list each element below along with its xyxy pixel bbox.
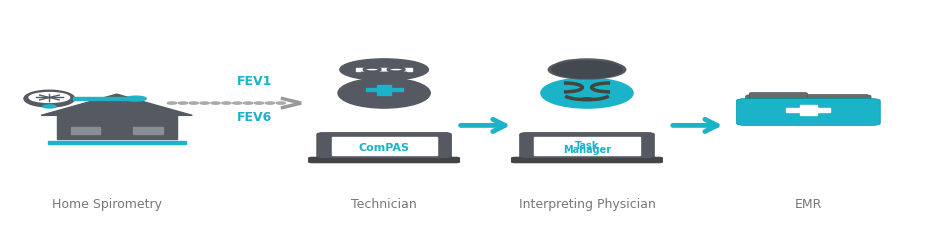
Ellipse shape: [541, 79, 633, 109]
Bar: [133, 128, 163, 135]
Bar: [56, 112, 177, 139]
Text: ComPAS: ComPAS: [359, 142, 410, 152]
Bar: [376, 85, 391, 95]
Polygon shape: [41, 95, 192, 116]
Text: EMR: EMR: [795, 197, 822, 210]
FancyBboxPatch shape: [512, 158, 662, 163]
Circle shape: [167, 103, 177, 105]
Circle shape: [233, 103, 242, 105]
Polygon shape: [361, 73, 407, 77]
Ellipse shape: [338, 79, 430, 109]
FancyBboxPatch shape: [309, 158, 460, 163]
Circle shape: [549, 61, 625, 80]
Circle shape: [254, 103, 264, 105]
Text: Home Spirometry: Home Spirometry: [53, 197, 163, 210]
FancyBboxPatch shape: [520, 133, 654, 159]
Bar: [365, 88, 402, 92]
Circle shape: [189, 103, 198, 105]
Bar: [535, 137, 639, 155]
Bar: [73, 98, 136, 101]
Bar: [800, 105, 817, 116]
Circle shape: [200, 103, 209, 105]
Circle shape: [552, 62, 622, 79]
Bar: [331, 137, 437, 155]
Text: Task: Task: [574, 140, 599, 150]
FancyBboxPatch shape: [316, 133, 451, 159]
Circle shape: [179, 103, 188, 105]
Bar: [523, 156, 651, 159]
Ellipse shape: [555, 60, 619, 74]
Text: Interpreting Physician: Interpreting Physician: [519, 197, 656, 210]
FancyBboxPatch shape: [746, 95, 871, 119]
Text: FEV6: FEV6: [237, 110, 272, 124]
FancyBboxPatch shape: [736, 99, 881, 126]
Bar: [356, 68, 412, 72]
FancyBboxPatch shape: [749, 93, 808, 99]
Text: FEV1: FEV1: [237, 75, 272, 88]
Bar: [107, 106, 130, 116]
Circle shape: [29, 93, 69, 103]
Bar: [786, 108, 831, 112]
Circle shape: [582, 98, 593, 101]
Circle shape: [265, 103, 275, 105]
Circle shape: [339, 60, 428, 81]
Ellipse shape: [24, 91, 75, 108]
Text: Technician: Technician: [352, 197, 417, 210]
Text: Manager: Manager: [563, 144, 611, 154]
Bar: [319, 156, 449, 159]
Circle shape: [126, 97, 146, 102]
Ellipse shape: [561, 66, 614, 76]
Circle shape: [211, 103, 220, 105]
Circle shape: [222, 103, 231, 105]
Circle shape: [243, 103, 253, 105]
Bar: [47, 142, 186, 145]
Circle shape: [277, 103, 286, 105]
Bar: [70, 128, 100, 135]
Circle shape: [43, 105, 56, 108]
